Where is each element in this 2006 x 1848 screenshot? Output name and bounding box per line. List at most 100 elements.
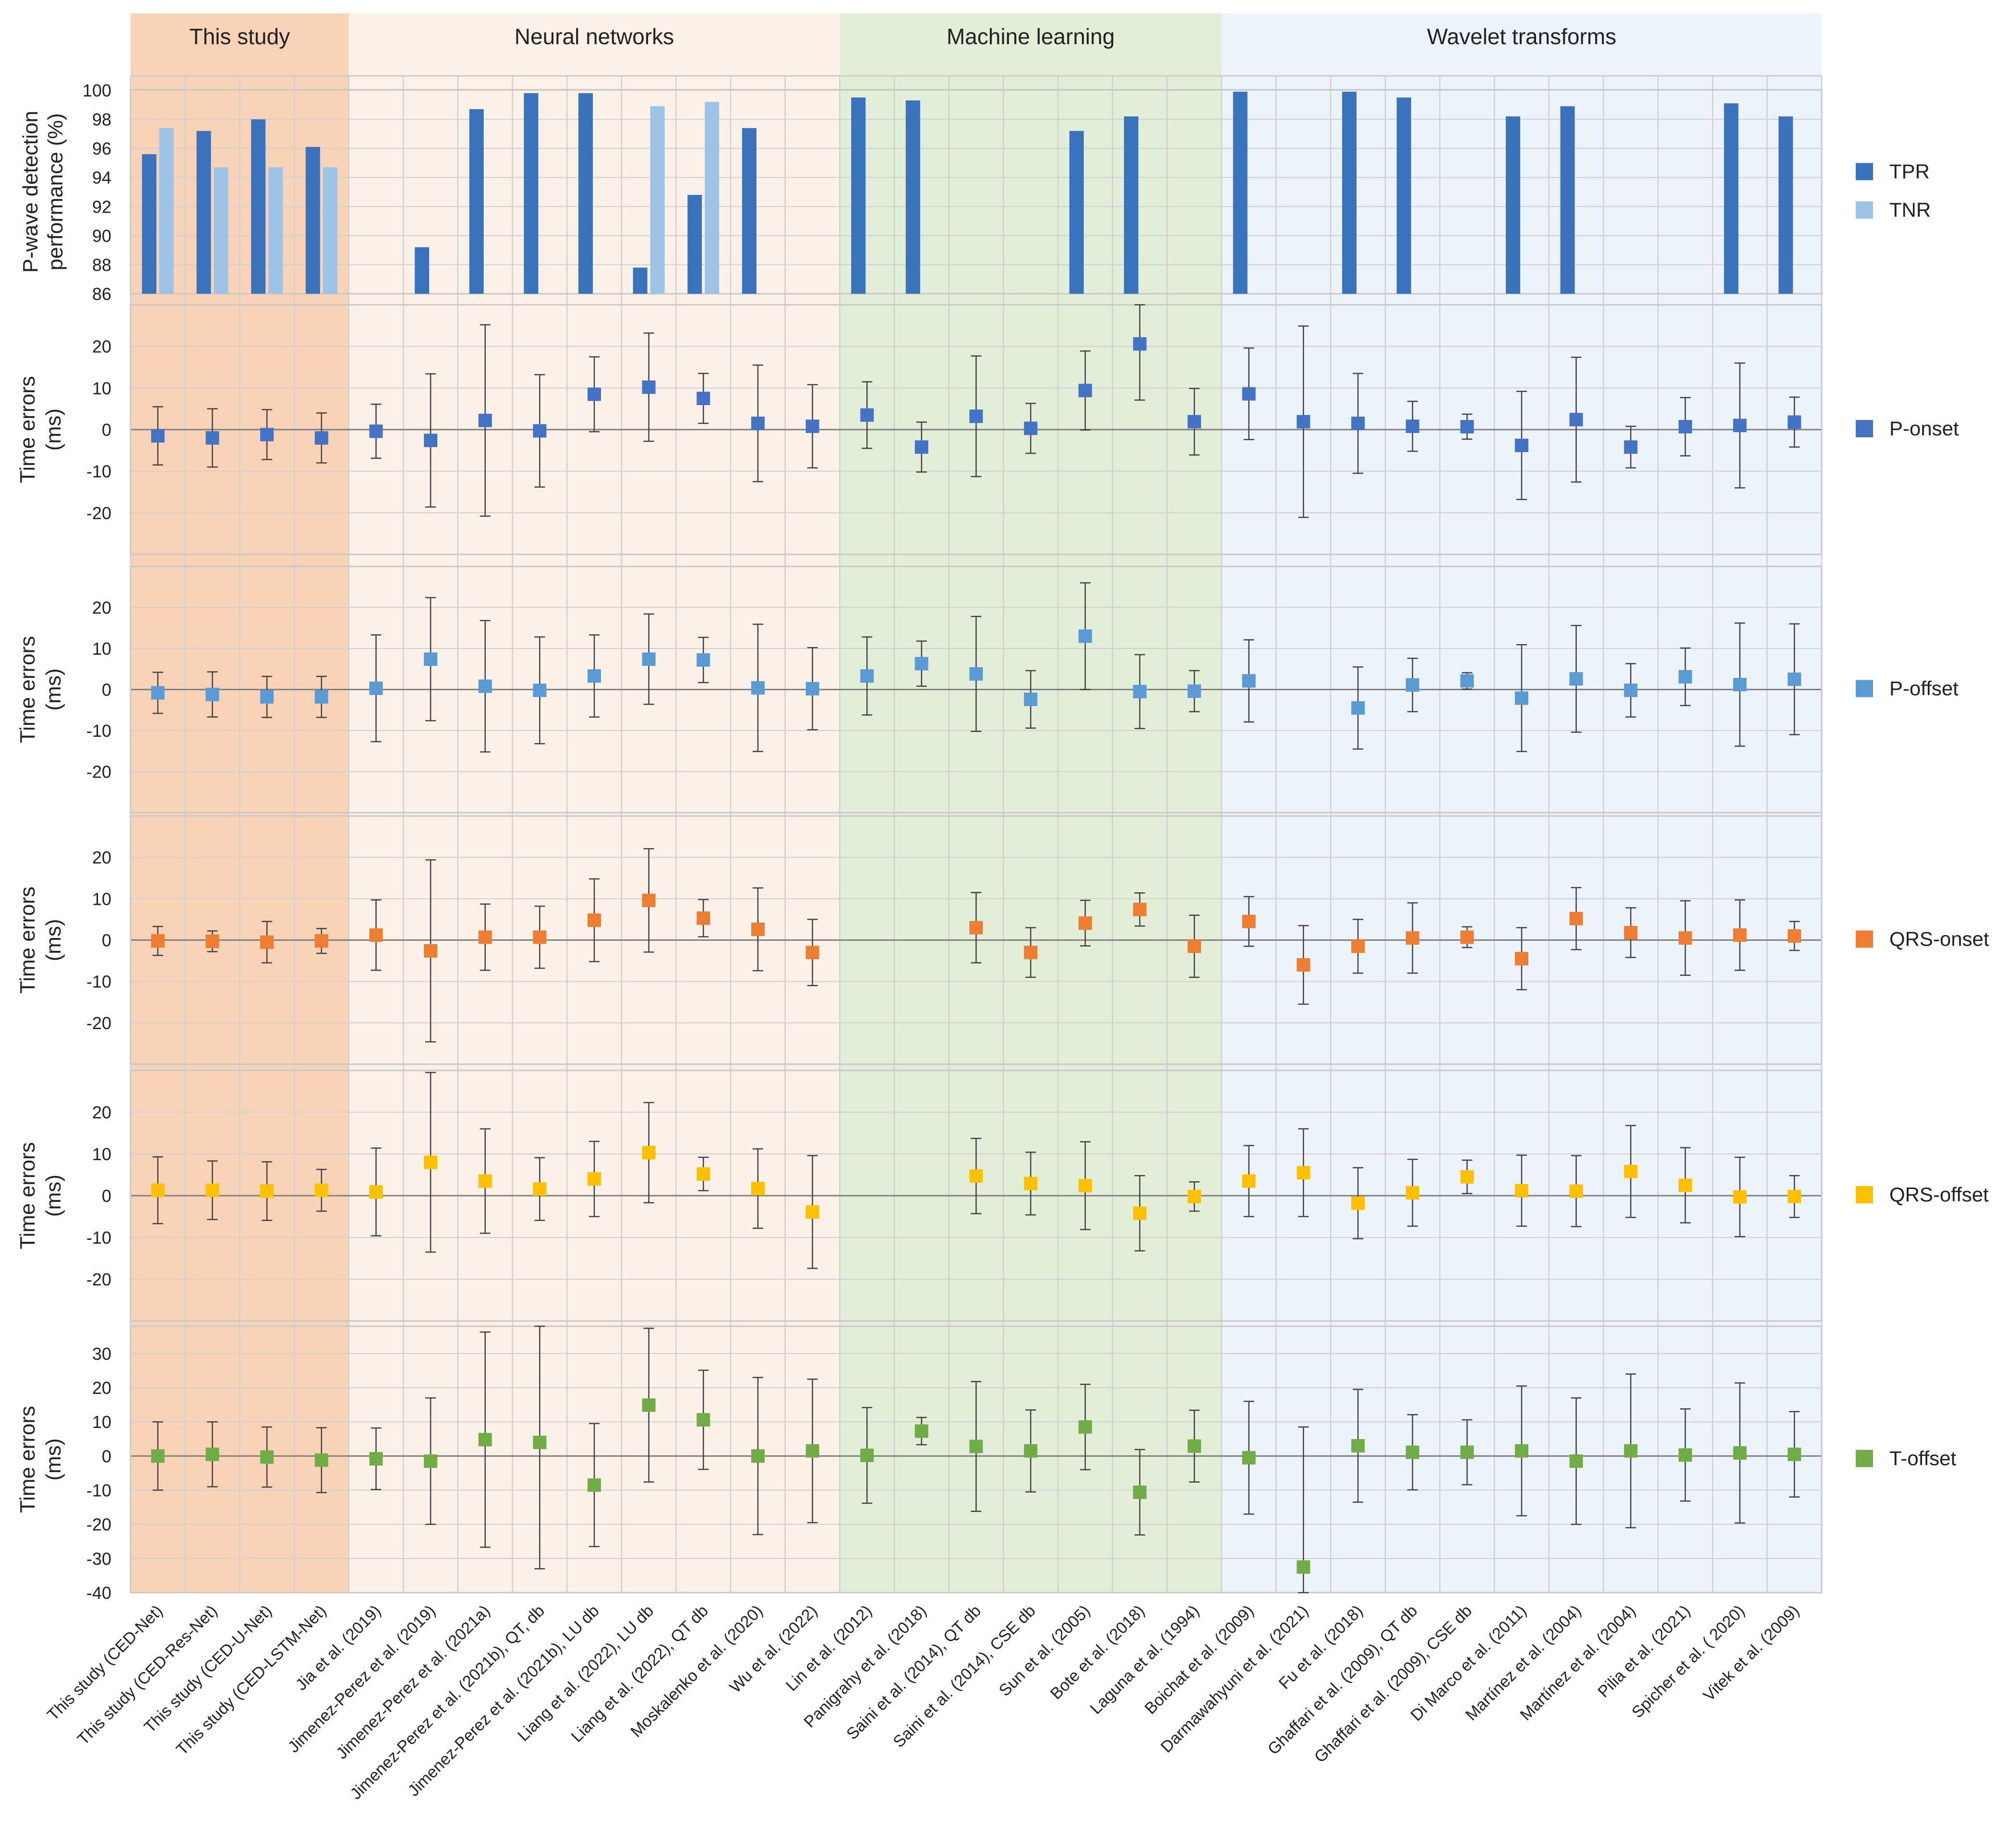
t-offset-marker <box>1297 1560 1310 1574</box>
tnr-bar <box>705 102 720 294</box>
qrs-offset-marker <box>424 1155 438 1169</box>
error-tick-label: 10 <box>92 378 111 398</box>
legend-swatch-p-onset <box>1856 420 1873 437</box>
tpr-bar <box>742 128 757 294</box>
p-offset-marker <box>697 653 710 667</box>
p-onset-marker <box>260 428 274 442</box>
t-offset-marker <box>1351 1439 1365 1453</box>
tpr-bar <box>1505 116 1520 294</box>
p-offset-marker <box>1460 674 1474 688</box>
category-label: Jimenez-Perez et al. (2021b), QT, db <box>347 1602 548 1803</box>
error-tick-label: 0 <box>102 420 111 440</box>
t-offset-marker <box>1133 1485 1147 1499</box>
error-ylabel-line2: (ms) <box>42 1439 65 1481</box>
p-offset-marker <box>1569 672 1583 686</box>
error-tick-label: -20 <box>86 1270 111 1289</box>
qrs-offset-marker <box>1242 1174 1256 1188</box>
qrs-offset-marker <box>805 1205 819 1219</box>
p-offset-marker <box>1788 672 1802 686</box>
qrs-onset-marker <box>1460 930 1474 944</box>
legend-label-tpr: TPR <box>1889 160 1930 183</box>
p-onset-marker <box>1788 415 1802 429</box>
error-ylabel-line2: (ms) <box>42 669 65 711</box>
tnr-bar <box>268 167 283 294</box>
error-ylabel-line1: Time errors <box>16 1142 39 1249</box>
tpr-bar <box>524 93 539 294</box>
qrs-onset-marker <box>751 923 765 936</box>
p-onset-marker <box>1078 384 1092 397</box>
data-marks <box>142 92 1802 1594</box>
qrs-offset-marker <box>1569 1184 1583 1198</box>
t-offset-marker <box>533 1435 547 1449</box>
qrs-onset-marker <box>1569 912 1583 925</box>
bar-tick-label: 94 <box>92 168 111 188</box>
t-offset-marker <box>424 1454 438 1468</box>
tpr-bar <box>1396 97 1411 294</box>
p-onset-marker <box>1024 421 1038 435</box>
tpr-bar <box>1124 116 1139 294</box>
error-ylabel: Time errors (ms) <box>16 1142 65 1249</box>
bar-tick-label: 86 <box>92 284 111 304</box>
qrs-onset-marker <box>1133 902 1147 916</box>
bar-tick-label: 98 <box>92 110 111 130</box>
t-offset-marker <box>969 1440 983 1453</box>
p-onset-marker <box>151 429 165 443</box>
qrs-onset-marker <box>151 934 165 948</box>
tnr-bar <box>323 167 337 294</box>
bar-tick-label: 92 <box>92 197 111 216</box>
t-offset-marker <box>1078 1420 1092 1434</box>
group-header-2: Machine learning <box>947 24 1115 49</box>
error-tick-label: 0 <box>102 931 111 950</box>
t-offset-marker <box>1624 1444 1638 1458</box>
p-onset-marker <box>478 413 492 427</box>
legend-swatch-qrs-onset <box>1856 930 1873 948</box>
group-band-1 <box>348 13 840 1593</box>
qrs-offset-marker <box>1188 1189 1201 1203</box>
t-offset-marker <box>314 1453 328 1467</box>
bar-tick-label: 88 <box>92 255 111 275</box>
error-tick-label: 10 <box>92 889 111 909</box>
p-onset-marker <box>1569 413 1583 427</box>
t-offset-marker <box>860 1448 874 1462</box>
t-offset-marker <box>697 1413 710 1427</box>
qrs-offset-marker <box>478 1174 492 1188</box>
p-onset-marker <box>1405 420 1419 433</box>
group-band-2 <box>840 13 1222 1593</box>
p-offset-marker <box>1024 693 1038 707</box>
qrs-onset-marker <box>1405 931 1419 945</box>
error-tick-label: 20 <box>92 337 111 357</box>
category-label: Jimenez-Perez et al. (2021b), LU db <box>405 1602 603 1800</box>
qrs-onset-marker <box>1788 929 1802 943</box>
error-tick-label: 30 <box>92 1344 111 1364</box>
p-offset-marker <box>860 669 874 683</box>
group-backgrounds <box>131 13 1822 1593</box>
p-offset-marker <box>369 681 383 695</box>
legends: TPR TNR P-onset P-offset QRS-onset QRS-offset… <box>1856 160 1989 1470</box>
qrs-onset-marker <box>533 930 547 944</box>
bar-tick-label: 90 <box>92 226 111 246</box>
tpr-bar <box>633 267 648 294</box>
t-offset-marker <box>1405 1445 1419 1459</box>
qrs-offset-marker <box>369 1185 383 1199</box>
error-tick-label: 10 <box>92 639 111 659</box>
p-offset-marker <box>205 687 219 701</box>
legend-label-t-offset: T-offset <box>1889 1447 1957 1470</box>
qrs-onset-marker <box>205 935 219 948</box>
error-tick-label: -30 <box>86 1549 111 1569</box>
category-label: Bote et al. (2018) <box>1047 1602 1148 1703</box>
error-tick-label: 0 <box>102 680 111 700</box>
p-offset-marker <box>1624 684 1638 697</box>
error-ylabel-line1: Time errors <box>16 636 39 743</box>
qrs-onset-marker <box>478 930 492 944</box>
p-onset-marker <box>1460 420 1474 433</box>
legend-label-p-offset: P-offset <box>1889 677 1958 700</box>
p-offset-marker <box>151 686 165 700</box>
tpr-bar <box>1560 106 1575 294</box>
qrs-offset-marker <box>1460 1170 1474 1184</box>
error-tick-label: -20 <box>86 503 111 523</box>
error-tick-label: -10 <box>86 972 111 992</box>
qrs-offset-marker <box>1351 1196 1365 1210</box>
bar-ylabel-line1: P-wave detection <box>19 111 42 273</box>
t-offset-marker <box>1242 1451 1256 1464</box>
t-offset-marker <box>914 1424 928 1438</box>
